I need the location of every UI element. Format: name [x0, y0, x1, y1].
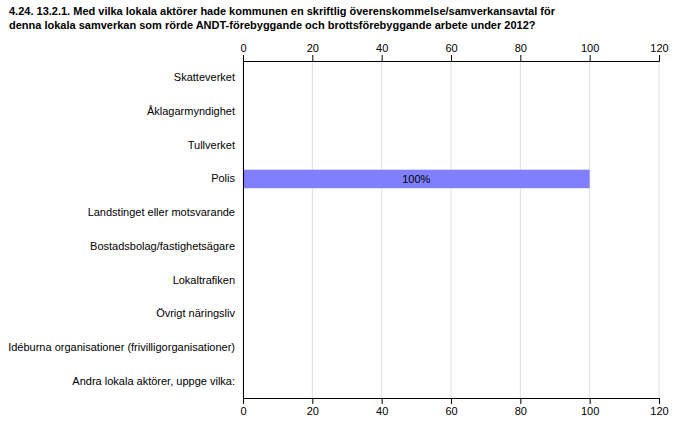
tick-mark: [382, 55, 383, 61]
tick-mark: [382, 398, 383, 404]
title: 4.24. 13.2.1. Med vilka lokala aktörer h…: [9, 5, 556, 17]
tick-label: 40: [376, 405, 388, 417]
tick: 40: [376, 42, 388, 61]
tick-label: Tullverket: [188, 139, 235, 151]
tick: Andra lokala aktörer, uppge vilka:: [72, 375, 235, 387]
tick: Lokaltrafiken: [173, 274, 235, 286]
grid-line: [312, 61, 313, 398]
tick-label: Polis: [211, 172, 235, 184]
grid-line: [381, 61, 382, 398]
tick-mark: [312, 55, 313, 61]
tick-label: 80: [515, 42, 527, 54]
tick-mark: [590, 55, 591, 61]
tick: 60: [445, 42, 457, 61]
tick: Åklagarmyndighet: [147, 105, 235, 117]
tick-label: 0: [240, 405, 246, 417]
tick-mark: [243, 398, 244, 404]
tick-label: 80: [515, 405, 527, 417]
tick-label: 120: [650, 405, 668, 417]
tick: 120: [650, 42, 668, 61]
tick-label: Idéburna organisationer (frivilligorgani…: [8, 341, 235, 353]
tick-mark: [520, 55, 521, 61]
tick: Tullverket: [188, 139, 235, 151]
tick-label: 60: [445, 405, 457, 417]
title-group: 4.24. 13.2.1. Med vilka lokala aktörer h…: [9, 5, 556, 31]
bar: [243, 170, 590, 189]
tick-label: Landstinget eller motsvarande: [88, 206, 235, 218]
grid-line: [589, 61, 590, 398]
tick: Skatteverket: [174, 71, 235, 83]
tick-label: 20: [307, 42, 319, 54]
tick-mark: [243, 55, 244, 61]
grid-line: [243, 61, 244, 398]
axis-line: [243, 62, 244, 399]
tick: Bostadsbolag/fastighetsägare: [90, 240, 235, 252]
data-label: 100%: [402, 173, 430, 185]
plot: 0 20 40 60 80 100 120 0 20 40 60 80 100 120 Skatteverk…: [8, 42, 669, 417]
tick: 40: [376, 398, 388, 417]
tick-label: 40: [376, 42, 388, 54]
tick-mark: [659, 398, 660, 404]
x-axis-bottom: 0 20 40 60 80 100 120: [240, 398, 668, 417]
tick-mark: [312, 398, 313, 404]
grid: [243, 61, 659, 398]
tick-label: Skatteverket: [174, 71, 235, 83]
tick: 100: [581, 42, 599, 61]
tick: Landstinget eller motsvarande: [88, 206, 235, 218]
chart: 4.24. 13.2.1. Med vilka lokala aktörer h…: [0, 0, 681, 426]
tick-mark: [451, 55, 452, 61]
tick-label: Bostadsbolag/fastighetsägare: [90, 240, 235, 252]
bars: [243, 170, 590, 189]
tick-label: 0: [240, 42, 246, 54]
tick-label: 100: [581, 42, 599, 54]
tick: 20: [307, 398, 319, 417]
tick: Polis: [211, 172, 235, 184]
tick-label: Övrigt näringsliv: [156, 307, 235, 319]
tick-label: 120: [650, 42, 668, 54]
data-labels: 100%: [402, 173, 430, 185]
grid-line: [520, 61, 521, 398]
title: denna lokala samverkan som rörde ANDT-fö…: [9, 19, 536, 31]
tick: 20: [307, 42, 319, 61]
tick: 60: [445, 398, 457, 417]
tick-mark: [659, 55, 660, 61]
grid-line: [659, 61, 660, 398]
tick-label: Lokaltrafiken: [173, 274, 235, 286]
grid-line: [451, 61, 452, 398]
axis-line: [244, 55, 660, 62]
y-axis: Skatteverket Åklagarmyndighet Tullverket Po…: [8, 62, 243, 399]
tick-label: 20: [307, 405, 319, 417]
tick-label: Andra lokala aktörer, uppge vilka:: [72, 375, 235, 387]
tick: 80: [515, 398, 527, 417]
tick-label: Åklagarmyndighet: [147, 105, 235, 117]
tick: 0: [240, 42, 246, 61]
axis-line: [244, 399, 660, 405]
tick: 80: [515, 42, 527, 61]
tick: 0: [240, 398, 246, 417]
tick-mark: [520, 398, 521, 404]
x-axis-top: 0 20 40 60 80 100 120: [240, 42, 668, 62]
tick-label: 60: [445, 42, 457, 54]
tick-mark: [451, 398, 452, 404]
tick-label: 100: [581, 405, 599, 417]
tick: Övrigt näringsliv: [156, 307, 235, 319]
tick-mark: [590, 398, 591, 404]
tick: 100: [581, 398, 599, 417]
tick: Idéburna organisationer (frivilligorgani…: [8, 341, 235, 353]
tick: 120: [650, 398, 668, 417]
